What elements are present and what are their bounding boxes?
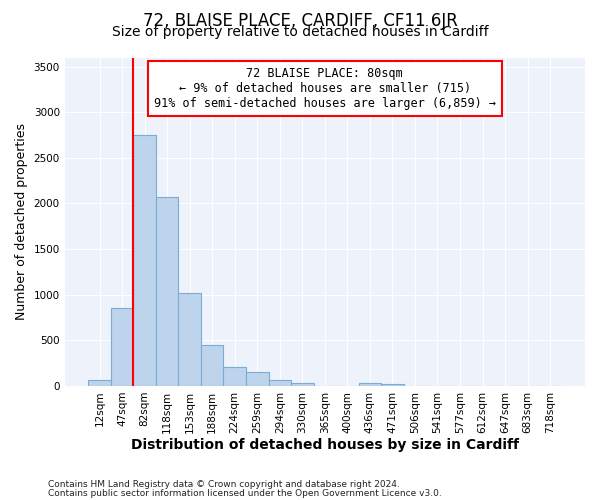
Text: 72, BLAISE PLACE, CARDIFF, CF11 6JR: 72, BLAISE PLACE, CARDIFF, CF11 6JR xyxy=(143,12,457,30)
Bar xyxy=(291,383,314,386)
Bar xyxy=(359,383,381,386)
Bar xyxy=(133,135,156,386)
Bar xyxy=(269,380,291,386)
Bar xyxy=(246,372,269,386)
Bar xyxy=(88,380,111,386)
Bar xyxy=(111,308,133,386)
Text: Contains HM Land Registry data © Crown copyright and database right 2024.: Contains HM Land Registry data © Crown c… xyxy=(48,480,400,489)
Text: Contains public sector information licensed under the Open Government Licence v3: Contains public sector information licen… xyxy=(48,488,442,498)
Text: 72 BLAISE PLACE: 80sqm
← 9% of detached houses are smaller (715)
91% of semi-det: 72 BLAISE PLACE: 80sqm ← 9% of detached … xyxy=(154,68,496,110)
Bar xyxy=(156,196,178,386)
X-axis label: Distribution of detached houses by size in Cardiff: Distribution of detached houses by size … xyxy=(131,438,519,452)
Bar xyxy=(201,345,223,386)
Text: Size of property relative to detached houses in Cardiff: Size of property relative to detached ho… xyxy=(112,25,488,39)
Bar xyxy=(381,384,404,386)
Y-axis label: Number of detached properties: Number of detached properties xyxy=(15,123,28,320)
Bar xyxy=(178,293,201,386)
Bar xyxy=(223,367,246,386)
